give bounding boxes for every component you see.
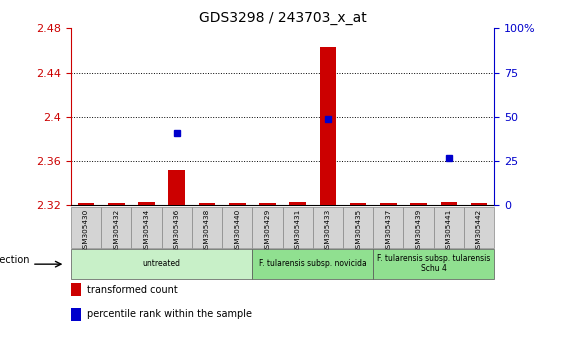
Bar bbox=[410, 203, 427, 205]
Text: GSM305432: GSM305432 bbox=[114, 208, 119, 252]
Bar bbox=[350, 203, 366, 205]
Bar bbox=[71, 283, 81, 296]
Text: percentile rank within the sample: percentile rank within the sample bbox=[87, 309, 252, 320]
Bar bbox=[434, 207, 464, 248]
Text: untreated: untreated bbox=[143, 259, 181, 268]
Text: GSM305431: GSM305431 bbox=[295, 208, 300, 252]
Text: GSM305434: GSM305434 bbox=[144, 208, 149, 252]
Text: transformed count: transformed count bbox=[87, 285, 178, 295]
Text: GSM305429: GSM305429 bbox=[265, 208, 270, 252]
Text: infection: infection bbox=[0, 255, 30, 265]
Text: GSM305440: GSM305440 bbox=[234, 208, 240, 252]
Bar bbox=[71, 207, 101, 248]
Bar bbox=[101, 207, 131, 248]
Text: F. tularensis subsp. tularensis
Schu 4: F. tularensis subsp. tularensis Schu 4 bbox=[377, 254, 490, 273]
Bar bbox=[289, 202, 306, 205]
Bar bbox=[162, 207, 192, 248]
Bar bbox=[192, 207, 222, 248]
Bar bbox=[441, 202, 457, 205]
Bar bbox=[78, 203, 94, 205]
Bar bbox=[252, 207, 283, 248]
Text: GSM305441: GSM305441 bbox=[446, 208, 452, 252]
Bar bbox=[252, 249, 373, 279]
Bar bbox=[313, 207, 343, 248]
Text: GSM305438: GSM305438 bbox=[204, 208, 210, 252]
Bar bbox=[131, 207, 162, 248]
Text: GSM305442: GSM305442 bbox=[476, 208, 482, 252]
Text: GSM305437: GSM305437 bbox=[385, 208, 391, 252]
Bar bbox=[373, 249, 494, 279]
Bar bbox=[71, 249, 252, 279]
Bar bbox=[283, 207, 313, 248]
Bar bbox=[464, 207, 494, 248]
Text: F. tularensis subsp. novicida: F. tularensis subsp. novicida bbox=[259, 259, 367, 268]
Text: GSM305436: GSM305436 bbox=[174, 208, 180, 252]
Bar bbox=[199, 203, 215, 205]
Bar bbox=[380, 203, 396, 205]
Title: GDS3298 / 243703_x_at: GDS3298 / 243703_x_at bbox=[199, 11, 366, 24]
Bar bbox=[320, 47, 336, 205]
Bar bbox=[71, 308, 81, 321]
Bar bbox=[229, 203, 245, 205]
Bar bbox=[403, 207, 434, 248]
Text: GSM305433: GSM305433 bbox=[325, 208, 331, 252]
Bar bbox=[471, 203, 487, 205]
Bar bbox=[169, 170, 185, 205]
Bar bbox=[108, 203, 124, 205]
Bar bbox=[259, 203, 276, 205]
Bar bbox=[373, 207, 403, 248]
Text: GSM305430: GSM305430 bbox=[83, 208, 89, 252]
Text: GSM305439: GSM305439 bbox=[416, 208, 421, 252]
Bar bbox=[343, 207, 373, 248]
Bar bbox=[222, 207, 252, 248]
Bar bbox=[138, 202, 155, 205]
Text: GSM305435: GSM305435 bbox=[355, 208, 361, 252]
